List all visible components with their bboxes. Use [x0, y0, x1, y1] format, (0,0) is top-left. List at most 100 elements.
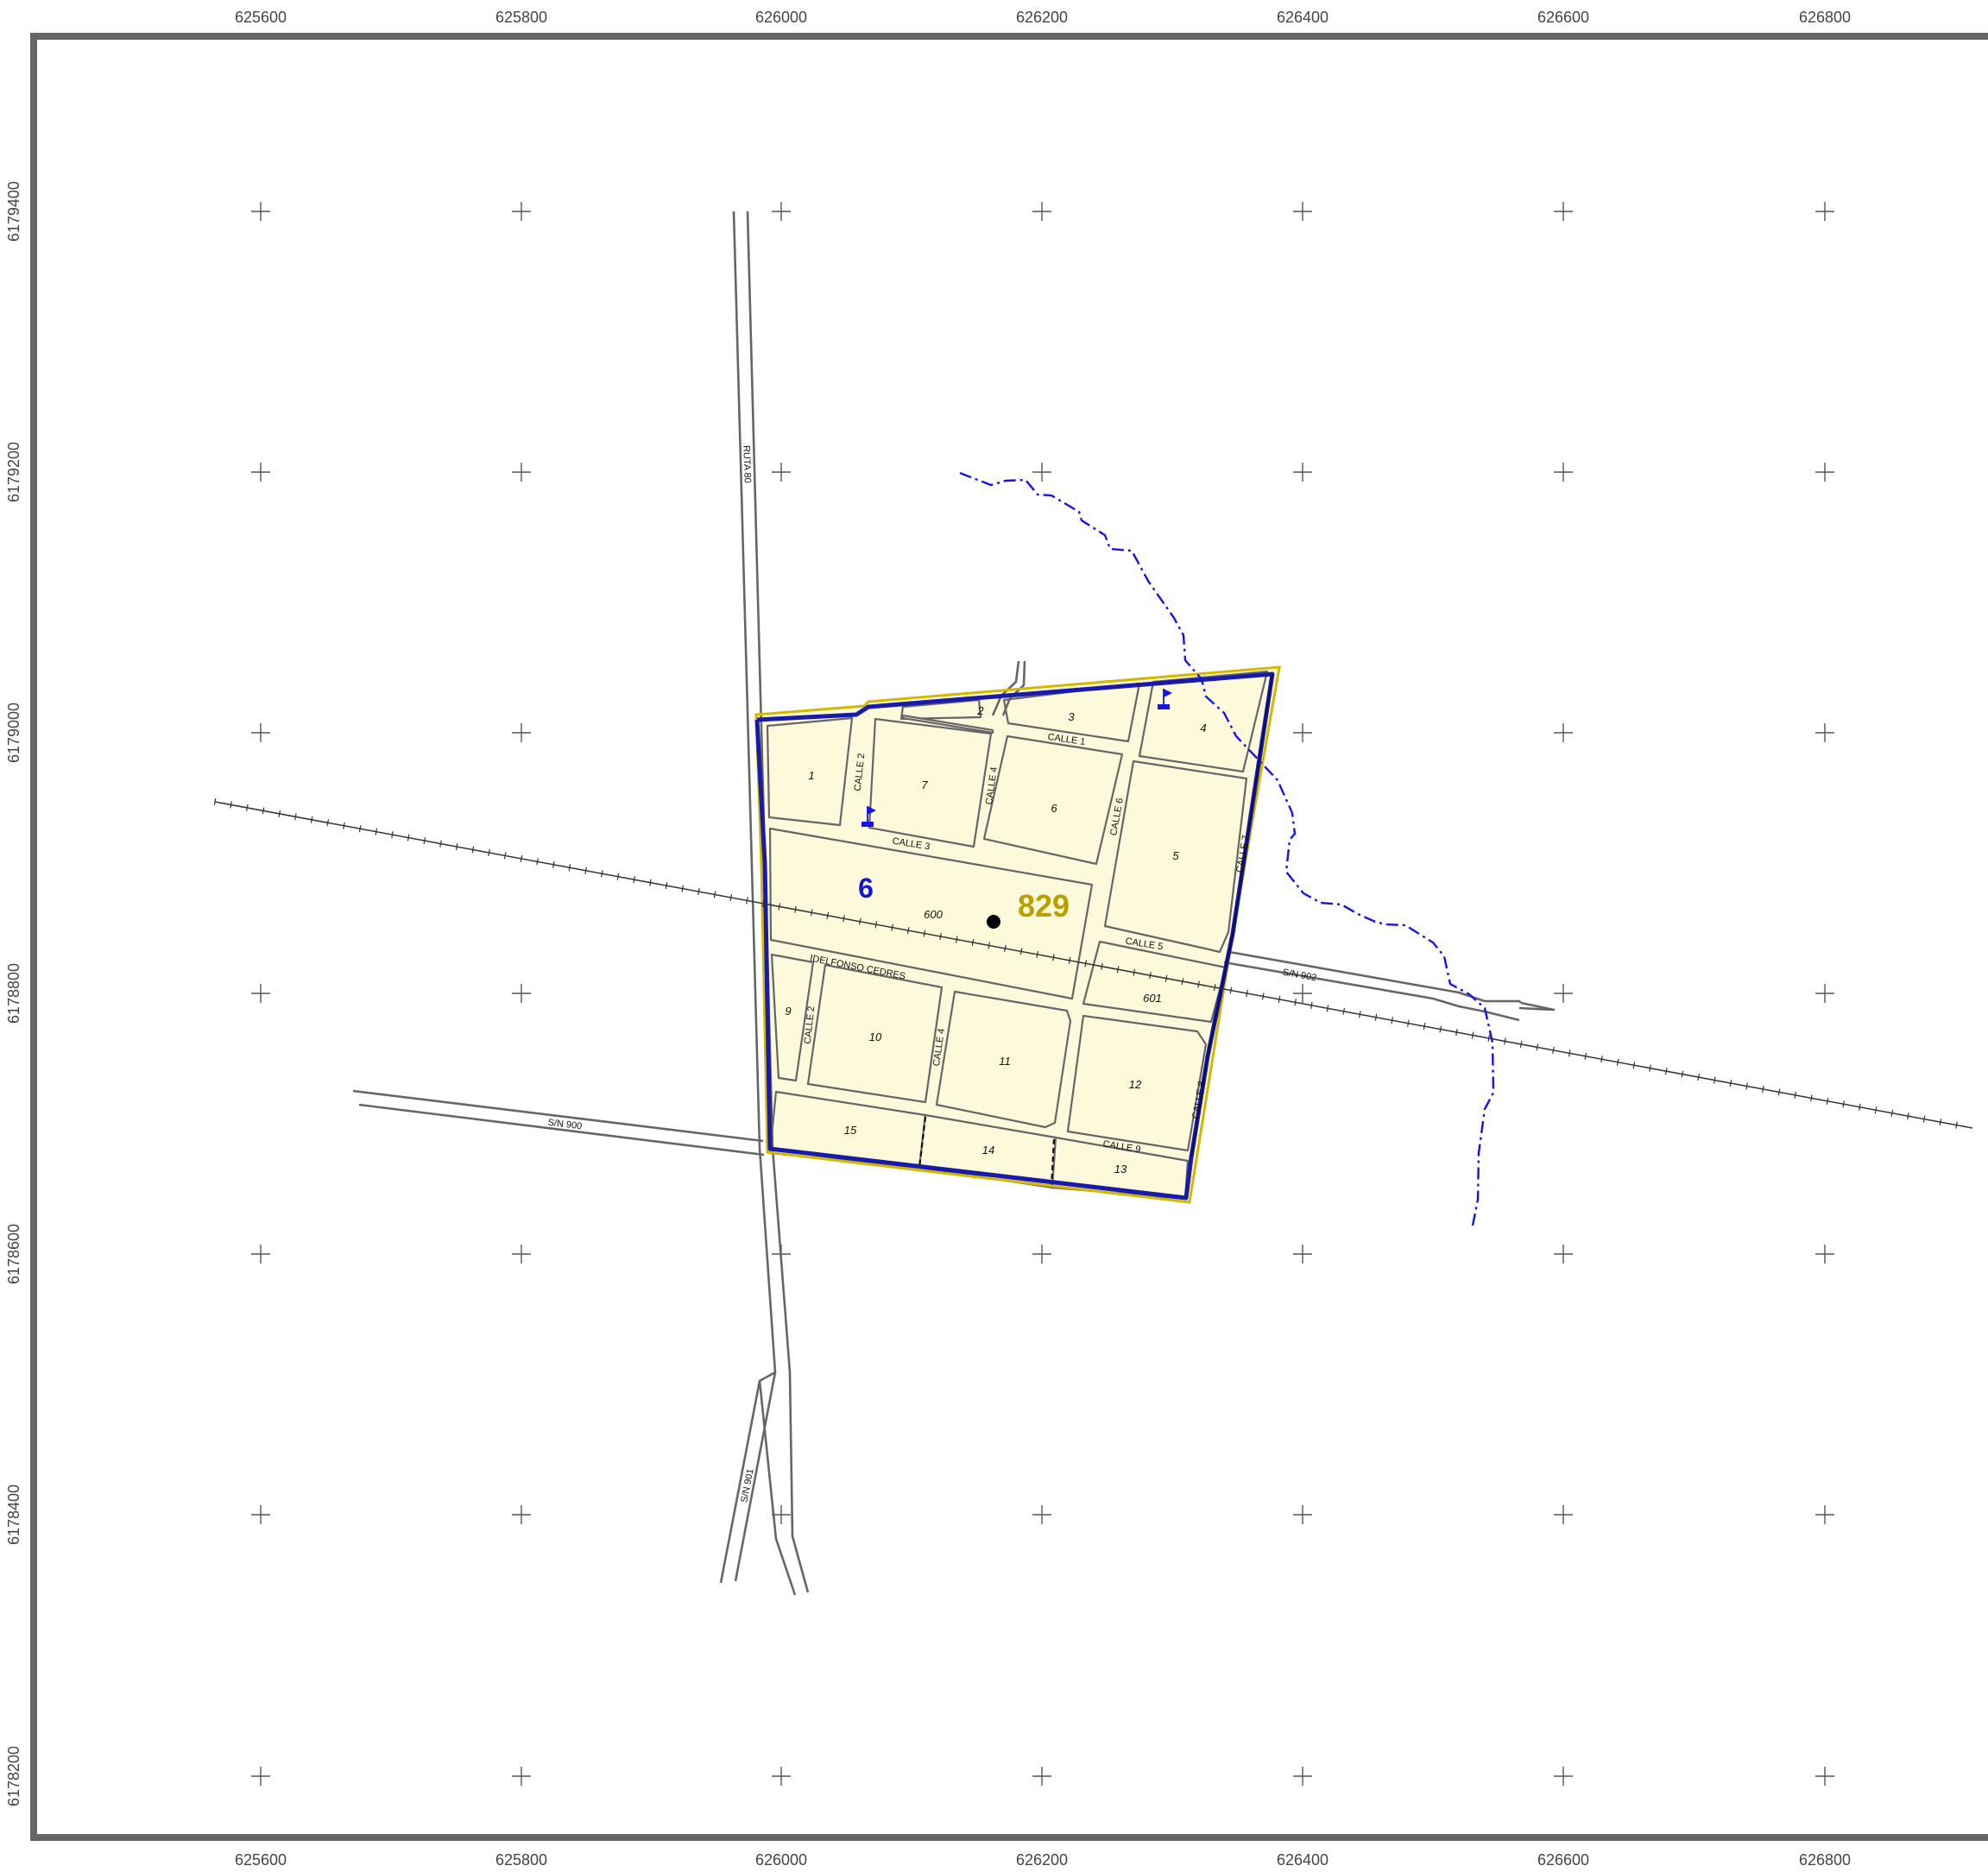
railway-tick — [1164, 974, 1168, 982]
easting-label-bottom: 626200 — [1016, 1851, 1068, 1869]
grid-cross — [1815, 723, 1834, 742]
railway-tick — [1359, 1011, 1361, 1018]
railway-tick — [746, 897, 748, 904]
flag-base — [861, 822, 874, 827]
railway-tick — [858, 917, 861, 925]
road-sn900-north — [352, 1089, 764, 1143]
easting-label-bottom: 626000 — [755, 1851, 807, 1869]
grid-cross — [1293, 463, 1312, 482]
railway-tick — [649, 879, 652, 886]
railway-tick — [1310, 1001, 1313, 1009]
zone-boundary-inner — [1190, 673, 1273, 1158]
road-sn902-line-mid — [1518, 1001, 1556, 1012]
railway-tick — [520, 854, 523, 862]
railway-tick — [326, 819, 330, 827]
road-sn902-north — [1228, 950, 1522, 1004]
grid-cross — [1815, 1767, 1834, 1786]
grid-cross — [1554, 1767, 1573, 1786]
railway-tick — [1907, 1112, 1909, 1120]
block-label: 4 — [1200, 722, 1206, 734]
flag-base — [1158, 704, 1170, 709]
railway-tick — [988, 942, 990, 949]
grid-cross — [1815, 1245, 1834, 1264]
road-north-access-b — [1001, 660, 1026, 716]
block-600 — [768, 827, 1094, 1000]
railway-tick — [278, 810, 281, 817]
railway-tick — [1632, 1062, 1636, 1069]
grid-cross — [1293, 202, 1312, 221]
flag-banner — [868, 806, 876, 815]
railway-tick — [1922, 1115, 1926, 1123]
easting-label-bottom: 626400 — [1277, 1851, 1328, 1869]
northing-label: 6179000 — [5, 703, 22, 763]
railway-tick — [1229, 986, 1233, 994]
easting-label-bottom: 626600 — [1537, 1851, 1589, 1869]
grid-cross — [772, 463, 791, 482]
railway-tick — [1278, 995, 1281, 1003]
northing-label: 6178600 — [5, 1224, 22, 1284]
block-8 — [901, 714, 994, 734]
railway-tick — [358, 825, 362, 833]
railway-tick — [1116, 966, 1120, 974]
railway-tick — [1519, 1040, 1523, 1049]
block-5 — [1103, 760, 1248, 954]
easting-label-top: 625600 — [235, 9, 287, 26]
railway-tick — [1664, 1068, 1668, 1075]
grid-cross — [772, 1505, 791, 1524]
railway-tick — [1842, 1100, 1846, 1108]
railway-tick — [1777, 1088, 1781, 1096]
railway-tick — [891, 923, 893, 931]
railway-tick — [1471, 1031, 1474, 1039]
road-label-ruta-80: RUTA 80 — [741, 445, 753, 483]
easting-label-bottom: 625600 — [235, 1851, 287, 1869]
block-label: 10 — [869, 1031, 882, 1043]
railway-tick — [1890, 1109, 1894, 1117]
grid-cross — [1554, 202, 1573, 221]
railway-tick — [1068, 956, 1071, 964]
northing-labels: 6179400 6179200 6179000 6178800 6178600 … — [5, 181, 22, 1806]
top-easting-labels: 625600 625800 626000 626200 626400 62660… — [235, 9, 1851, 26]
railway-tick — [810, 909, 813, 917]
railway-tick — [1019, 948, 1023, 955]
railway-tick — [488, 848, 490, 857]
road-label-calle-2: CALLE 2 — [853, 753, 868, 791]
block-6 — [982, 734, 1124, 866]
railway-tick — [1407, 1019, 1410, 1027]
railway-tick — [1374, 1013, 1378, 1021]
grid-cross — [1554, 984, 1573, 1003]
railway-tick — [1794, 1091, 1796, 1099]
easting-label-top: 626000 — [755, 9, 807, 26]
grid-cross — [1032, 202, 1051, 221]
railway-tick — [1568, 1049, 1571, 1057]
railway-ticks — [213, 797, 1958, 1129]
railway-tick — [1004, 944, 1007, 953]
railway-tick — [1052, 954, 1055, 961]
railway-tick — [407, 834, 410, 841]
flag-icon — [1158, 689, 1172, 709]
northing-label: 6178400 — [5, 1484, 22, 1545]
railway-tick — [601, 870, 603, 878]
railway-tick — [1133, 968, 1136, 976]
grid-cross — [251, 723, 270, 742]
railway-tick — [246, 804, 249, 812]
grid-cross — [251, 1245, 270, 1264]
railway-tick — [1036, 950, 1038, 958]
railway-tick — [213, 797, 217, 806]
block-label: 7 — [921, 778, 928, 791]
railway-tick — [1487, 1034, 1491, 1043]
block-12 — [1066, 1014, 1208, 1152]
road-label-calle-2: CALLE 2 — [803, 1005, 817, 1044]
stream — [959, 471, 1495, 1231]
railway-tick — [906, 927, 910, 935]
easting-label-top: 626800 — [1799, 9, 1851, 26]
block-10 — [806, 963, 944, 1104]
grid-cross — [512, 1245, 531, 1264]
railway-tick — [843, 915, 845, 923]
easting-label-top: 626400 — [1277, 9, 1328, 26]
railway-tick — [1697, 1073, 1700, 1081]
road-sn902-south — [1223, 961, 1520, 1022]
grid-cross — [1815, 202, 1834, 221]
northing-label: 6179400 — [5, 181, 22, 242]
grid-cross — [1293, 1767, 1312, 1786]
railway-line — [214, 801, 1973, 1129]
